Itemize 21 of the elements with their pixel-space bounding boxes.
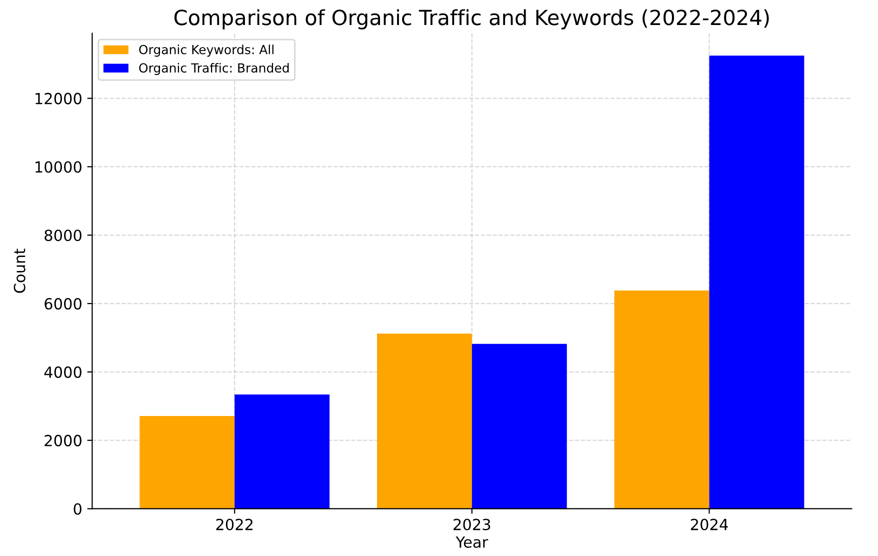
y-tick-label: 8000: [44, 230, 82, 242]
bar: [614, 290, 710, 509]
x-tick-label: 2022: [216, 518, 252, 530]
y-axis-title: Count: [14, 248, 26, 293]
bar: [472, 344, 567, 509]
y-tick-label: 4000: [44, 366, 82, 378]
y-tick-label: 12000: [36, 92, 82, 104]
bar: [140, 416, 235, 509]
legend-label: Organic Keywords: All: [139, 44, 274, 57]
y-tick-label: 6000: [44, 298, 82, 310]
x-axis-title: Year: [456, 536, 488, 548]
x-tick-label: 2023: [454, 518, 490, 530]
chart-title: Comparison of Organic Traffic and Keywords (2022-2024): [174, 9, 769, 30]
y-tick-label: 2000: [44, 434, 82, 446]
bar: [709, 56, 804, 509]
y-tick-label: 0: [74, 503, 82, 515]
legend-label: Organic Traffic: Branded: [139, 62, 289, 76]
x-tick-label: 2024: [690, 518, 728, 530]
bar: [234, 394, 330, 509]
y-tick-label: 10000: [36, 161, 82, 173]
bar: [376, 334, 472, 509]
